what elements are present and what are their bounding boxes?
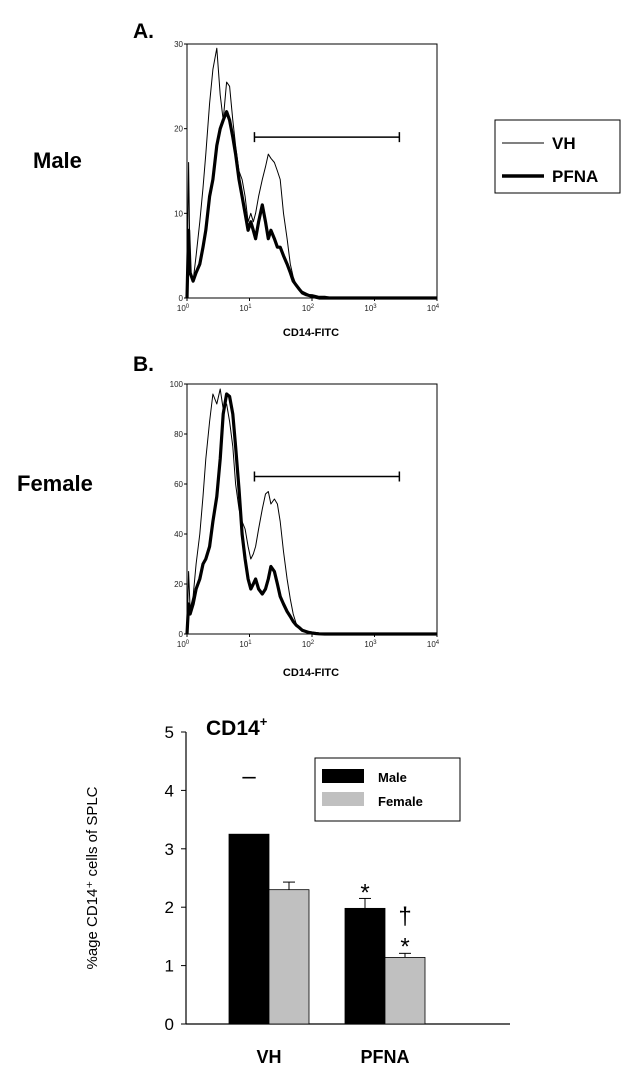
hist-female-ytick-label: 100 bbox=[170, 380, 184, 389]
hist-female-xlabel: CD14-FITC bbox=[283, 667, 339, 679]
hist-male-xtick-label: 101 bbox=[239, 304, 252, 313]
bar-legend-female-label: Female bbox=[378, 794, 423, 809]
significance-mark: * bbox=[400, 933, 409, 960]
bar-ytick-label: 1 bbox=[165, 957, 174, 976]
hist-male-xtick-label: 103 bbox=[364, 304, 377, 313]
hist-female-ytick-label: 20 bbox=[174, 580, 183, 589]
hist-male-ytick-label: 30 bbox=[174, 40, 183, 49]
hist-female-xtick-label: 101 bbox=[239, 640, 252, 649]
bar-ytick-label: 3 bbox=[165, 840, 174, 859]
significance-mark: † bbox=[398, 903, 411, 930]
bar-male-vh bbox=[228, 833, 270, 1025]
significance-mark: – bbox=[242, 763, 256, 790]
bar-legend-male-label: Male bbox=[378, 770, 407, 785]
bar-category-label: PFNA bbox=[361, 1047, 410, 1067]
hist-female-series-vh bbox=[186, 388, 437, 635]
bar-category-label: VH bbox=[256, 1047, 281, 1067]
hist-male-ytick-label: 0 bbox=[179, 294, 184, 303]
histogram-legend: VH PFNA bbox=[494, 119, 621, 194]
bar-ytick-label: 2 bbox=[165, 898, 174, 917]
legend-box bbox=[494, 119, 621, 194]
bar-male-pfna bbox=[344, 907, 386, 1025]
female-label: Female bbox=[17, 471, 93, 496]
hist-female-ytick-label: 80 bbox=[174, 430, 183, 439]
panel-a-label: A. bbox=[133, 20, 154, 43]
bar-female-pfna bbox=[384, 957, 426, 1025]
hist-male-xtick-label: 102 bbox=[302, 304, 315, 313]
hist-female-ytick-label: 60 bbox=[174, 480, 183, 489]
bar-ytick-label: 5 bbox=[165, 723, 174, 742]
hist-female-ytick-label: 40 bbox=[174, 530, 183, 539]
bar-chart-title-main: CD14 bbox=[206, 717, 260, 740]
bar-ytick-label: 4 bbox=[165, 781, 174, 800]
hist-female-xtick-label: 102 bbox=[302, 640, 315, 649]
bar-chart-title-sup: + bbox=[260, 714, 268, 729]
legend-vh-label: VH bbox=[552, 134, 576, 153]
bar-chart-ylabel: %age CD14⁺ cells of SPLC bbox=[84, 786, 101, 969]
hist-female-plot-frame bbox=[186, 383, 438, 635]
bar-female-vh bbox=[268, 889, 310, 1025]
hist-male-series-vh bbox=[186, 47, 437, 299]
hist-female-xtick-label: 100 bbox=[177, 640, 190, 649]
hist-female-series-pfna bbox=[185, 392, 437, 636]
bar-legend-male-swatch bbox=[322, 769, 364, 783]
hist-male-series-pfna bbox=[185, 110, 437, 300]
bar-ytick-label: 0 bbox=[165, 1015, 174, 1034]
panel-b-label: B. bbox=[133, 353, 154, 376]
hist-female-ytick-label: 0 bbox=[179, 630, 184, 639]
legend-pfna-label: PFNA bbox=[552, 167, 598, 186]
hist-male-xlabel: CD14-FITC bbox=[283, 327, 339, 339]
significance-mark: * bbox=[360, 880, 369, 907]
bar-legend-female-swatch bbox=[322, 792, 364, 806]
hist-male-plot-frame bbox=[186, 43, 438, 299]
hist-male-ytick-label: 10 bbox=[174, 209, 183, 218]
bar-chart-cd14: CD14+ %age CD14⁺ cells of SPLC Male Fema… bbox=[84, 714, 510, 1067]
hist-male-xtick-label: 100 bbox=[177, 304, 190, 313]
histogram-female: CD14-FITC 0 20 40 60 80 100 100 101 102 103 104 bbox=[170, 380, 440, 679]
hist-male-xtick-label: 104 bbox=[427, 304, 440, 313]
male-label: Male bbox=[33, 148, 82, 173]
histogram-male: CD14-FITC 0 10 20 30 100 101 102 103 104 bbox=[174, 40, 440, 339]
bar-legend-box bbox=[314, 757, 461, 822]
bar-chart-title: CD14+ bbox=[206, 714, 268, 740]
hist-female-xtick-label: 103 bbox=[364, 640, 377, 649]
bar-legend: Male Female bbox=[314, 757, 461, 822]
hist-female-xtick-label: 104 bbox=[427, 640, 440, 649]
hist-male-ytick-label: 20 bbox=[174, 125, 183, 134]
